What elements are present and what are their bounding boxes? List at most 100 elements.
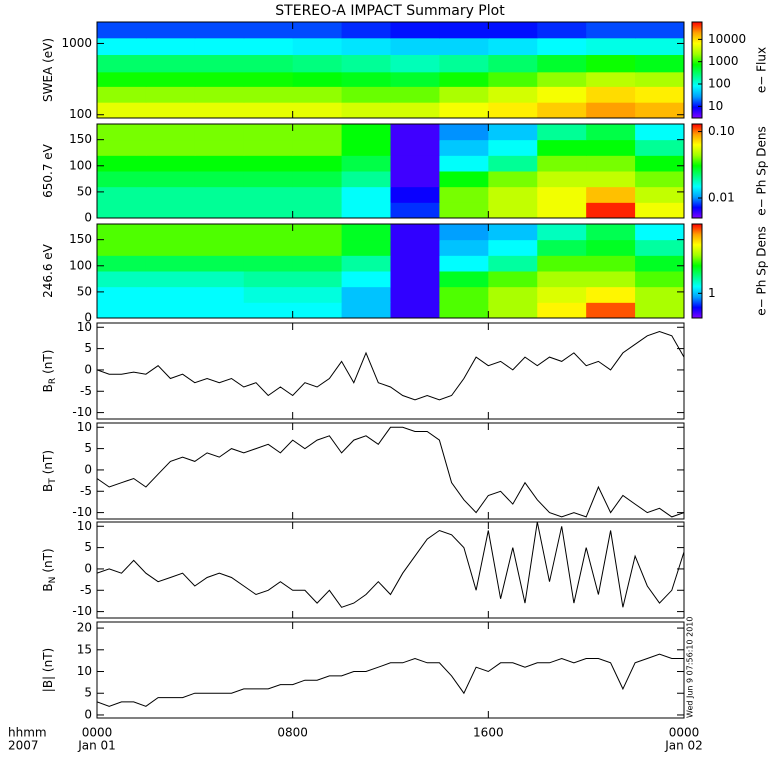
spectrogram-cell: [537, 286, 587, 303]
x-tick-label: 0000: [82, 726, 113, 740]
spectrogram-cell: [341, 102, 391, 118]
spectrogram-cell: [390, 302, 440, 318]
spectrogram-cell: [145, 239, 196, 256]
y-tick-label: 150: [69, 132, 92, 146]
y-tick-label: -5: [80, 583, 92, 597]
spectrogram-cell: [292, 302, 343, 318]
spectrogram-cell: [439, 86, 489, 103]
spectrogram-cell: [390, 186, 440, 203]
spectrogram-cell: [145, 202, 196, 218]
spectrogram-cell: [488, 54, 538, 73]
spectrogram-cell: [292, 202, 343, 218]
spectrogram-cell: [537, 302, 587, 318]
spectrogram-cell: [390, 102, 440, 118]
spectrogram-cell: [586, 271, 636, 288]
spectrogram-cell: [341, 186, 391, 203]
colorbar: [691, 21, 703, 119]
spectrogram-cell: [292, 286, 343, 303]
plot-title: STEREO-A IMPACT Summary Plot: [275, 3, 505, 19]
spectrogram-cell: [439, 239, 489, 256]
y-axis-label: SWEA (eV): [41, 38, 55, 102]
spectrogram-cell: [439, 202, 489, 218]
spectrogram-cell: [292, 186, 343, 203]
spectrogram-cell: [537, 102, 587, 118]
spectrogram-cell: [390, 155, 440, 172]
spectrogram-cell: [390, 224, 440, 241]
spectrogram-cell: [194, 71, 245, 87]
spectrogram-cell: [145, 155, 196, 172]
y-axis-label: 650.7 eV: [41, 143, 55, 198]
spectrogram: [97, 22, 684, 118]
spectrogram-cell: [635, 271, 684, 288]
y-tick-label: 0: [84, 311, 92, 325]
spectrogram-cell: [97, 71, 147, 87]
timestamp: Wed Jun 9 07:56:10 2010: [686, 617, 695, 719]
spectrogram-cell: [97, 255, 147, 272]
spectrogram-cell: [537, 54, 587, 73]
x-tick-label: 1600: [473, 726, 504, 740]
spectrogram-cell: [97, 171, 147, 188]
spectrogram-cell: [243, 224, 294, 241]
spectrogram-cell: [194, 255, 245, 272]
spectrogram-cell: [341, 202, 391, 218]
spectrogram-cell: [145, 271, 196, 288]
y-axis-label-subscript: N: [48, 577, 58, 584]
spectrogram-cell: [341, 54, 391, 73]
spectrogram-cell: [97, 86, 147, 103]
spectrogram-cell: [292, 37, 343, 55]
spectrogram-cell: [194, 139, 245, 156]
spectrogram-cell: [194, 224, 245, 241]
spectrogram-cell: [145, 102, 196, 118]
spectrogram-cell: [439, 286, 489, 303]
y-tick-label: 10: [77, 320, 92, 334]
y-tick-label: 20: [77, 621, 92, 635]
spectrogram-cell: [488, 171, 538, 188]
spectrogram-cell: [341, 302, 391, 318]
y-tick-label: -10: [72, 604, 92, 618]
spectrogram-cell: [537, 202, 587, 218]
spectrogram-cell: [194, 239, 245, 256]
spectrogram-cell: [439, 224, 489, 241]
colorbar-label: e− Ph Sp Dens: [755, 226, 769, 315]
spectrogram-cell: [292, 139, 343, 156]
y-tick-label: 5: [84, 540, 92, 554]
colorbar: [691, 223, 703, 319]
spectrogram-cell: [635, 124, 684, 141]
spectrogram-cell: [97, 139, 147, 156]
spectrogram-cell: [292, 102, 343, 118]
y-tick-label: 1000: [61, 36, 92, 50]
spectrogram-cell: [145, 54, 196, 73]
spectrogram-cell: [194, 186, 245, 203]
spectrogram-cell: [292, 239, 343, 256]
y-axis-label-subscript: T: [48, 478, 58, 485]
colorbar-tick-label: 1000: [708, 54, 739, 68]
spectrogram-cell: [635, 286, 684, 303]
spectrogram-cell: [586, 202, 636, 218]
spectrogram-cell: [635, 71, 684, 87]
spectrogram-cell: [97, 239, 147, 256]
spectrogram-cell: [97, 124, 147, 141]
spectrogram-cell: [145, 186, 196, 203]
spectrogram-cell: [537, 171, 587, 188]
spectrogram-cell: [488, 22, 538, 39]
spectrogram-cell: [243, 302, 294, 318]
field-line: [97, 522, 684, 608]
spectrogram-cell: [194, 124, 245, 141]
spectrogram-cell: [194, 22, 245, 39]
spectrogram-cell: [97, 102, 147, 118]
y-tick-label: 0: [84, 211, 92, 225]
spectrogram-cell: [243, 139, 294, 156]
panel-frame: [96, 223, 685, 319]
spectrogram-cell: [341, 255, 391, 272]
spectrogram-cell: [586, 102, 636, 118]
spectrogram-cell: [341, 171, 391, 188]
spectrogram-cell: [243, 286, 294, 303]
spectrogram-cell: [292, 171, 343, 188]
spectrogram-cell: [439, 71, 489, 87]
spectrogram-cell: [537, 86, 587, 103]
y-axis-label-unit: (nT): [41, 548, 55, 572]
spectrogram-cell: [243, 22, 294, 39]
y-axis-label-main: |B| (nT): [41, 648, 55, 692]
spectrogram-cell: [537, 22, 587, 39]
